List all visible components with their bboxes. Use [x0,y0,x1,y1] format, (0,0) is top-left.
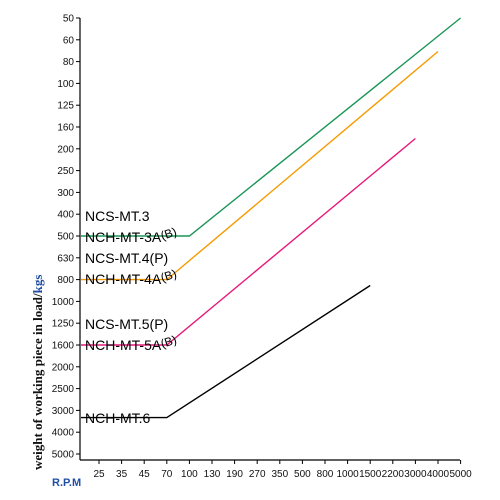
y-tick-label: 160 [57,123,74,134]
model-label-suffix: (B) [159,333,179,351]
x-tick-label: 1000 [336,469,359,480]
y-tick-label: 60 [63,35,75,46]
model-label: NCH-MT-4A [85,271,162,287]
y-tick-label: 250 [57,166,74,177]
x-tick-label: 1500 [359,469,382,480]
y-tick-label: 2500 [52,384,75,395]
series-line-3 [81,137,416,346]
series-line-4 [81,284,371,419]
x-tick-label: 3000 [404,469,427,480]
y-tick-label: 50 [63,14,75,25]
x-tick-label: 70 [161,469,173,480]
y-tick-labels: 50 60 80 100 125 160 200 250 300 400 500 630 800 1000… [52,14,75,461]
y-tick-label: 200 [57,144,74,155]
y-tick-label: 800 [57,275,74,286]
model-label-suffix: (B) [159,225,179,243]
y-tick-label: 630 [57,253,74,264]
model-label: NCH-MT.6 [85,410,151,426]
series-line-1 [81,17,462,237]
y-tick-label: 500 [57,232,74,243]
model-label: NCS-MT.3 [85,208,150,224]
y-tick-label: 1600 [52,341,75,352]
chart-axes [76,17,462,464]
model-label: NCS-MT.5(P) [85,316,168,332]
y-tick-label: 125 [57,101,74,112]
series-line-2 [81,50,439,281]
x-tick-label: 35 [116,469,128,480]
x-tick-label: 5000 [449,469,472,480]
model-label: NCS-MT.4(P) [85,250,168,266]
x-tick-label: 2200 [382,469,405,480]
x-tick-label: 800 [317,469,334,480]
y-tick-label: 4000 [52,428,75,439]
y-tick-label: 5000 [52,450,75,461]
x-tick-labels: 25 35 45 70 100 130 190 270 350 500 800 1000 1500 220… [93,469,472,480]
y-tick-label: 1000 [52,297,75,308]
x-tick-label: 500 [294,469,311,480]
x-tick-label: 4000 [427,469,450,480]
model-label-suffix: (B) [159,267,179,285]
series-lines [81,17,462,419]
y-tick-label: 300 [57,188,74,199]
x-tick-label: 350 [271,469,288,480]
x-tick-label: 270 [249,469,266,480]
x-axis-label: R.P.M [52,477,81,489]
y-tick-label: 1250 [52,319,75,330]
y-axis-label: weight of working piece in load/kgs [30,275,45,470]
model-labels: NCS-MT.3NCH-MT-3A(B)NCS-MT.4(P)NCH-MT-4A… [85,208,178,426]
model-label: NCH-MT-3A [85,229,162,245]
x-tick-label: 130 [204,469,221,480]
y-tick-label: 2000 [52,362,75,373]
y-tick-label: 3000 [52,406,75,417]
x-tick-label: 190 [226,469,243,480]
y-tick-label: 400 [57,210,74,221]
x-tick-label: 100 [181,469,198,480]
y-tick-label: 100 [57,79,74,90]
x-tick-label: 25 [93,469,105,480]
model-label: NCH-MT-5A [85,337,162,353]
x-tick-label: 45 [139,469,151,480]
y-tick-label: 80 [63,57,75,68]
